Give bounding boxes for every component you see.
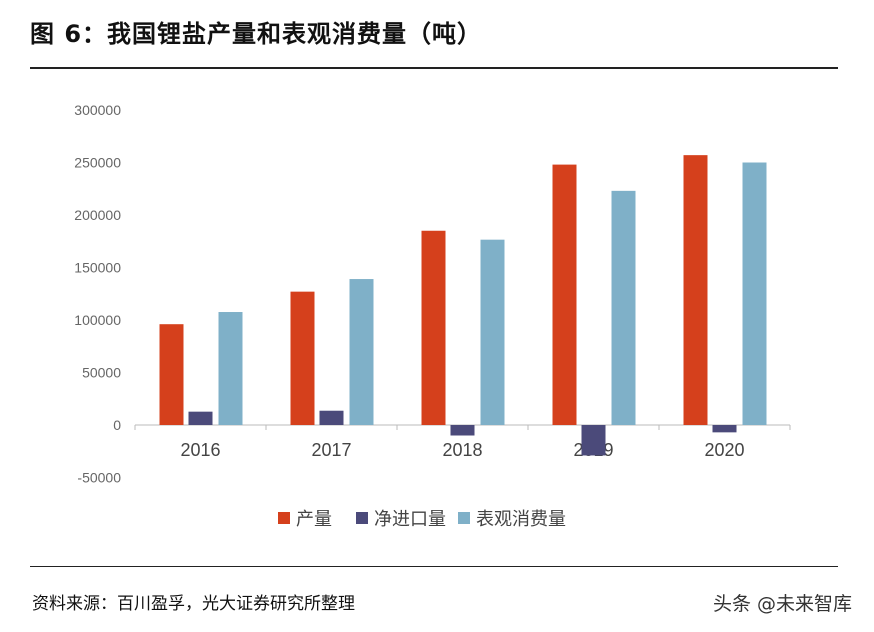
bar-2018-series-1: [450, 425, 475, 436]
bar-2016-series-2: [218, 312, 243, 425]
bar-2016-series-1: [188, 411, 213, 425]
top-rule: [30, 67, 838, 69]
bar-2019-series-0: [552, 164, 577, 425]
bar-2017-series-2: [349, 279, 374, 425]
bar-2018-series-0: [421, 230, 446, 425]
bottom-rule: [30, 566, 838, 567]
legend-label: 表观消费量: [476, 509, 566, 530]
legend-swatch: [356, 512, 368, 524]
bar-2020-series-0: [683, 155, 708, 425]
legend-swatch: [278, 512, 290, 524]
x-tick-label: 2016: [180, 440, 220, 460]
y-tick-label: 250000: [74, 155, 121, 171]
bar-2017-series-1: [319, 410, 344, 425]
bar-2017-series-0: [290, 291, 315, 425]
y-tick-label: 150000: [74, 260, 121, 276]
y-tick-label: 50000: [82, 365, 121, 381]
watermark: 头条 @未来智库: [712, 593, 852, 615]
legend-label: 净进口量: [374, 509, 446, 530]
y-tick-label: 100000: [74, 312, 121, 328]
bar-2018-series-2: [480, 239, 505, 425]
bar-2020-series-2: [742, 162, 767, 425]
bar-chart: -50000 0 50000 100000 150000 200000 250000 3000…: [74, 102, 791, 530]
y-tick-label: 200000: [74, 207, 121, 223]
y-tick-label: 0: [113, 417, 121, 433]
y-tick-label: 300000: [74, 102, 121, 118]
x-tick-label: 2020: [704, 440, 744, 460]
legend-label: 产量: [296, 509, 332, 530]
chart-title: 图 6：我国锂盐产量和表观消费量（吨）: [30, 20, 483, 48]
bar-2019-series-2: [611, 190, 636, 425]
bar-2019-series-1: [581, 425, 606, 456]
source-note: 资料来源：百川盈孚，光大证券研究所整理: [32, 594, 355, 614]
legend-swatch: [458, 512, 470, 524]
x-tick-label: 2018: [442, 440, 482, 460]
bar-2020-series-1: [712, 425, 737, 433]
bar-2016-series-0: [159, 324, 184, 425]
x-tick-label: 2017: [311, 440, 351, 460]
y-tick-label: -50000: [77, 470, 121, 486]
